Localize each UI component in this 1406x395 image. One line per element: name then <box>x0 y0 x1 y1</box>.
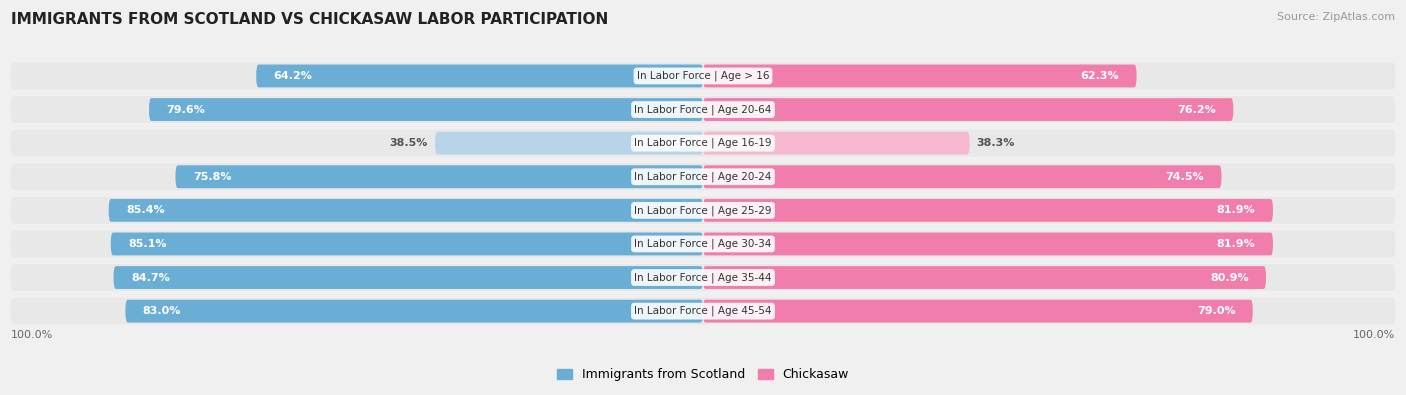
Text: In Labor Force | Age 16-19: In Labor Force | Age 16-19 <box>634 138 772 149</box>
FancyBboxPatch shape <box>114 266 703 289</box>
Text: In Labor Force | Age 20-64: In Labor Force | Age 20-64 <box>634 104 772 115</box>
Text: IMMIGRANTS FROM SCOTLAND VS CHICKASAW LABOR PARTICIPATION: IMMIGRANTS FROM SCOTLAND VS CHICKASAW LA… <box>11 12 609 27</box>
Text: 64.2%: 64.2% <box>274 71 312 81</box>
FancyBboxPatch shape <box>703 64 1136 87</box>
FancyBboxPatch shape <box>10 197 1396 224</box>
FancyBboxPatch shape <box>434 132 703 154</box>
FancyBboxPatch shape <box>149 98 703 121</box>
FancyBboxPatch shape <box>703 98 1233 121</box>
FancyBboxPatch shape <box>703 233 1272 256</box>
FancyBboxPatch shape <box>256 64 703 87</box>
FancyBboxPatch shape <box>10 163 1396 190</box>
FancyBboxPatch shape <box>703 199 1272 222</box>
Text: In Labor Force | Age 45-54: In Labor Force | Age 45-54 <box>634 306 772 316</box>
Text: 38.3%: 38.3% <box>977 138 1015 148</box>
Text: 38.5%: 38.5% <box>389 138 427 148</box>
FancyBboxPatch shape <box>703 266 1265 289</box>
FancyBboxPatch shape <box>10 62 1396 89</box>
FancyBboxPatch shape <box>10 96 1396 123</box>
Text: Source: ZipAtlas.com: Source: ZipAtlas.com <box>1277 12 1395 22</box>
Text: 85.4%: 85.4% <box>127 205 165 215</box>
Text: 83.0%: 83.0% <box>143 306 181 316</box>
Text: In Labor Force | Age 30-34: In Labor Force | Age 30-34 <box>634 239 772 249</box>
Text: In Labor Force | Age > 16: In Labor Force | Age > 16 <box>637 71 769 81</box>
Text: In Labor Force | Age 35-44: In Labor Force | Age 35-44 <box>634 272 772 283</box>
FancyBboxPatch shape <box>10 264 1396 291</box>
Text: 81.9%: 81.9% <box>1216 205 1256 215</box>
Text: 100.0%: 100.0% <box>10 330 53 340</box>
Text: 76.2%: 76.2% <box>1177 105 1216 115</box>
Legend: Immigrants from Scotland, Chickasaw: Immigrants from Scotland, Chickasaw <box>553 363 853 386</box>
FancyBboxPatch shape <box>10 130 1396 156</box>
Text: 85.1%: 85.1% <box>128 239 167 249</box>
FancyBboxPatch shape <box>10 298 1396 325</box>
FancyBboxPatch shape <box>10 231 1396 258</box>
FancyBboxPatch shape <box>111 233 703 256</box>
Text: 100.0%: 100.0% <box>1353 330 1396 340</box>
Text: 62.3%: 62.3% <box>1081 71 1119 81</box>
FancyBboxPatch shape <box>703 132 970 154</box>
FancyBboxPatch shape <box>176 166 703 188</box>
Text: 80.9%: 80.9% <box>1211 273 1249 282</box>
Text: 81.9%: 81.9% <box>1216 239 1256 249</box>
FancyBboxPatch shape <box>125 300 703 323</box>
Text: 84.7%: 84.7% <box>131 273 170 282</box>
Text: 79.0%: 79.0% <box>1197 306 1236 316</box>
Text: 75.8%: 75.8% <box>193 172 232 182</box>
FancyBboxPatch shape <box>703 300 1253 323</box>
FancyBboxPatch shape <box>703 166 1222 188</box>
Text: In Labor Force | Age 25-29: In Labor Force | Age 25-29 <box>634 205 772 216</box>
Text: 74.5%: 74.5% <box>1166 172 1204 182</box>
Text: In Labor Force | Age 20-24: In Labor Force | Age 20-24 <box>634 171 772 182</box>
Text: 79.6%: 79.6% <box>166 105 205 115</box>
FancyBboxPatch shape <box>108 199 703 222</box>
